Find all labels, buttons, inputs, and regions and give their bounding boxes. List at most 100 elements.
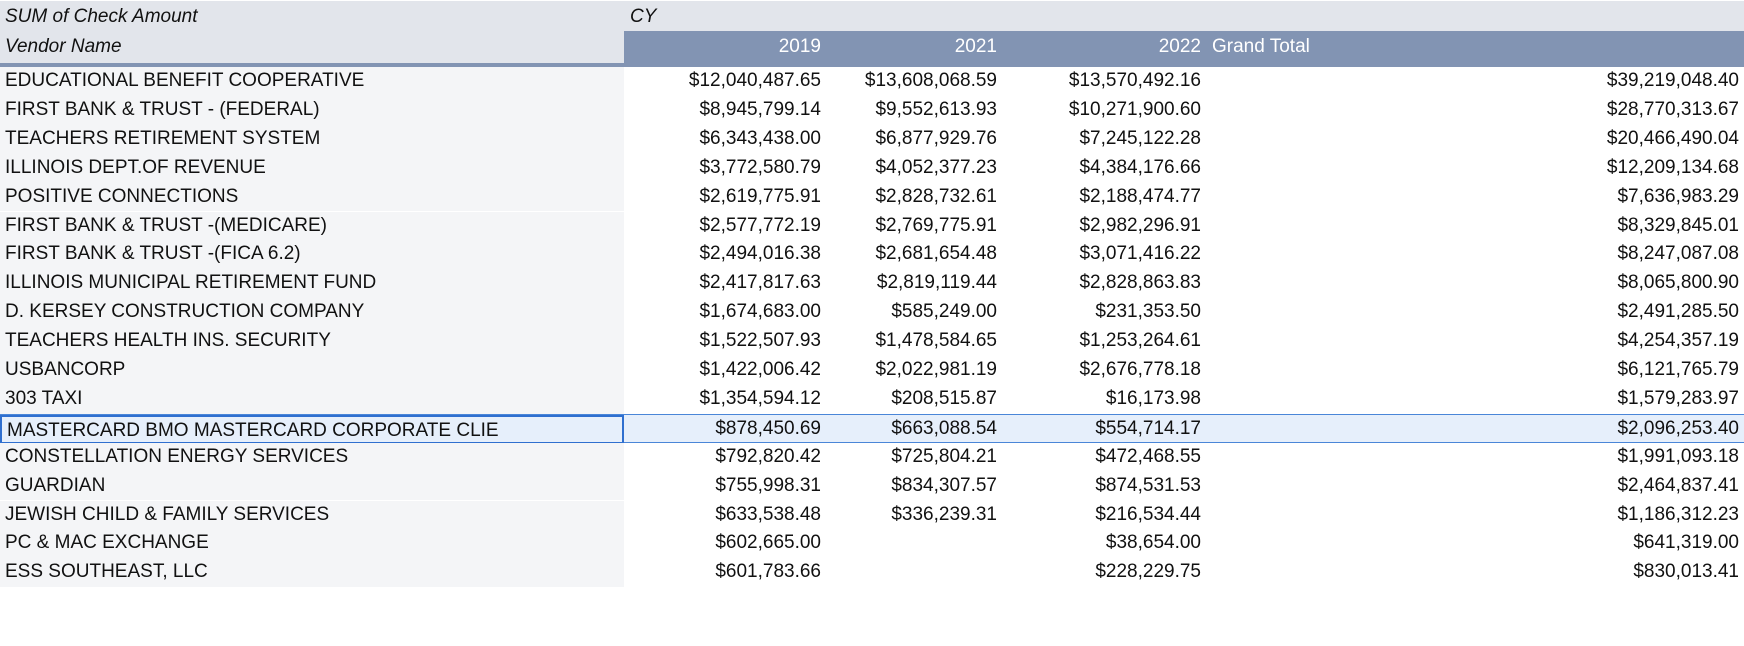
grand-total-cell[interactable]: $2,464,837.41 (1617, 474, 1739, 496)
value-cell-2019[interactable]: $8,945,799.14 (699, 98, 821, 120)
grand-total-cell[interactable]: $8,247,087.08 (1617, 243, 1739, 265)
value-cell-2021[interactable]: $6,877,929.76 (875, 127, 997, 149)
value-cell-2022[interactable]: $2,828,863.83 (1079, 272, 1201, 294)
value-cell-2022[interactable]: $216,534.44 (1095, 503, 1201, 525)
grand-total-cell[interactable]: $2,096,253.40 (1617, 417, 1739, 439)
value-cell-2019[interactable]: $2,494,016.38 (699, 243, 821, 265)
vendor-name-cell[interactable]: FIRST BANK & TRUST - (FEDERAL) (0, 95, 624, 125)
grand-total-cell[interactable]: $39,219,048.40 (1606, 70, 1739, 91)
value-cell-2019[interactable]: $1,522,507.93 (699, 330, 821, 352)
vendor-name-cell[interactable]: USBANCORP (0, 356, 624, 385)
value-cell-2022[interactable]: $2,982,296.91 (1079, 214, 1201, 236)
vendor-name-cell[interactable]: D. KERSEY CONSTRUCTION COMPANY (0, 298, 624, 328)
grand-total-cell[interactable]: $20,466,490.04 (1606, 127, 1739, 149)
value-cell-2022[interactable]: $1,253,264.61 (1079, 330, 1201, 352)
table-row[interactable]: MASTERCARD BMO MASTERCARD CORPORATE CLIE… (0, 413, 1744, 444)
table-row[interactable]: JEWISH CHILD & FAMILY SERVICES $633,538.4… (0, 500, 1744, 530)
vendor-name-cell[interactable]: JEWISH CHILD & FAMILY SERVICES (0, 500, 624, 530)
value-cell-2022[interactable]: $7,245,122.28 (1079, 127, 1201, 149)
vendor-name-cell[interactable]: PC & MAC EXCHANGE (0, 529, 624, 559)
vendor-name-cell[interactable]: FIRST BANK & TRUST -(FICA 6.2) (0, 240, 624, 270)
grand-total-cell[interactable]: $6,121,765.79 (1617, 359, 1739, 380)
value-cell-2022[interactable]: $13,570,492.16 (1068, 70, 1201, 91)
table-row[interactable]: EDUCATIONAL BENEFIT COOPERATIVE $12,040,4… (0, 67, 1744, 96)
table-row[interactable]: ILLINOIS MUNICIPAL RETIREMENT FUND $2,417… (0, 269, 1744, 299)
vendor-name-cell[interactable]: CONSTELLATION ENERGY SERVICES (0, 442, 624, 472)
grand-total-cell[interactable]: $8,065,800.90 (1617, 272, 1739, 294)
value-cell-2022[interactable]: $231,353.50 (1095, 301, 1201, 323)
value-cell-2022[interactable]: $3,071,416.22 (1079, 243, 1201, 265)
value-cell-2019[interactable]: $1,674,683.00 (699, 301, 821, 323)
table-row[interactable]: USBANCORP $1,422,006.42 $2,022,981.19 $2,67… (0, 356, 1744, 385)
value-cell-2019[interactable]: $2,577,772.19 (699, 214, 821, 236)
value-cell-2021[interactable]: $585,249.00 (891, 301, 997, 323)
value-cell-2021[interactable]: $663,088.54 (891, 417, 997, 439)
value-cell-2021[interactable]: $725,804.21 (891, 445, 997, 467)
column-header-2019[interactable]: 2019 (778, 36, 821, 57)
value-cell-2019[interactable]: $2,619,775.91 (699, 185, 821, 207)
values-field-label[interactable]: SUM of Check Amount (0, 1, 624, 31)
table-row[interactable]: 303 TAXI $1,354,594.12 $208,515.87 $16,173.… (0, 384, 1744, 414)
column-header-2022[interactable]: 2022 (1158, 36, 1201, 57)
vendor-name-cell[interactable]: FIRST BANK & TRUST -(MEDICARE) (0, 211, 624, 241)
value-cell-2019[interactable]: $601,783.66 (715, 561, 821, 583)
value-cell-2019[interactable]: $633,538.48 (715, 503, 821, 525)
table-row[interactable]: FIRST BANK & TRUST -(MEDICARE) $2,577,772… (0, 211, 1744, 241)
table-row[interactable]: FIRST BANK & TRUST - (FEDERAL) $8,945,799… (0, 95, 1744, 125)
value-cell-2022[interactable]: $874,531.53 (1095, 474, 1201, 496)
value-cell-2021[interactable]: $2,681,654.48 (875, 243, 997, 265)
vendor-name-cell[interactable]: ILLINOIS DEPT.OF REVENUE (0, 153, 624, 183)
grand-total-cell[interactable]: $8,329,845.01 (1617, 214, 1739, 236)
column-header-2021[interactable]: 2021 (954, 36, 997, 57)
value-cell-2021[interactable]: $1,478,584.65 (875, 330, 997, 352)
grand-total-cell[interactable]: $1,579,283.97 (1617, 387, 1739, 409)
value-cell-2021[interactable]: $2,022,981.19 (875, 359, 997, 380)
grand-total-cell[interactable]: $4,254,357.19 (1617, 330, 1739, 352)
row-field-label[interactable]: Vendor Name (0, 31, 624, 63)
grand-total-cell[interactable]: $28,770,313.67 (1606, 98, 1739, 120)
value-cell-2021[interactable]: $208,515.87 (891, 387, 997, 409)
grand-total-cell[interactable]: $830,013.41 (1633, 561, 1739, 583)
table-row[interactable]: PC & MAC EXCHANGE $602,665.00 $38,654.00 $6… (0, 529, 1744, 559)
value-cell-2022[interactable]: $2,188,474.77 (1079, 185, 1201, 207)
value-cell-2022[interactable]: $10,271,900.60 (1068, 98, 1201, 120)
vendor-name-cell[interactable]: ILLINOIS MUNICIPAL RETIREMENT FUND (0, 269, 624, 299)
table-row[interactable]: ILLINOIS DEPT.OF REVENUE $3,772,580.79 $4,… (0, 153, 1744, 183)
grand-total-cell[interactable]: $641,319.00 (1633, 532, 1739, 554)
value-cell-2022[interactable]: $554,714.17 (1095, 417, 1201, 439)
value-cell-2021[interactable]: $2,769,775.91 (875, 214, 997, 236)
vendor-name-cell[interactable]: POSITIVE CONNECTIONS (0, 182, 624, 212)
vendor-name-cell[interactable]: 303 TAXI (0, 384, 624, 414)
value-cell-2021[interactable]: $834,307.57 (891, 474, 997, 496)
grand-total-cell[interactable]: $1,991,093.18 (1617, 445, 1739, 467)
column-header-grand-total[interactable]: Grand Total (1212, 36, 1310, 57)
value-cell-2019[interactable]: $3,772,580.79 (699, 156, 821, 178)
grand-total-cell[interactable]: $7,636,983.29 (1617, 185, 1739, 207)
value-cell-2019[interactable]: $1,422,006.42 (699, 359, 821, 380)
value-cell-2021[interactable]: $2,828,732.61 (875, 185, 997, 207)
table-row[interactable]: ESS SOUTHEAST, LLC $601,783.66 $228,229.75… (0, 558, 1744, 588)
table-row[interactable]: TEACHERS RETIREMENT SYSTEM $6,343,438.00 $… (0, 124, 1744, 154)
value-cell-2019[interactable]: $755,998.31 (715, 474, 821, 496)
table-row[interactable]: GUARDIAN $755,998.31 $834,307.57 $874,531.5… (0, 471, 1744, 501)
value-cell-2021[interactable]: $9,552,613.93 (875, 98, 997, 120)
vendor-name-cell[interactable]: MASTERCARD BMO MASTERCARD CORPORATE CLIE (0, 414, 624, 444)
vendor-name-cell[interactable]: EDUCATIONAL BENEFIT COOPERATIVE (0, 67, 624, 96)
value-cell-2021[interactable] (826, 558, 1002, 587)
value-cell-2021[interactable]: $2,819,119.44 (876, 272, 997, 294)
value-cell-2019[interactable]: $2,417,817.63 (699, 272, 821, 294)
column-field-label[interactable]: CY (624, 1, 1744, 31)
vendor-name-cell[interactable]: GUARDIAN (0, 471, 624, 501)
table-row[interactable]: POSITIVE CONNECTIONS $2,619,775.91 $2,828,… (0, 182, 1744, 212)
grand-total-cell[interactable]: $12,209,134.68 (1606, 156, 1739, 178)
value-cell-2022[interactable]: $4,384,176.66 (1079, 156, 1201, 178)
table-row[interactable]: D. KERSEY CONSTRUCTION COMPANY $1,674,683… (0, 298, 1744, 328)
value-cell-2021[interactable]: $336,239.31 (891, 503, 997, 525)
value-cell-2022[interactable]: $16,173.98 (1105, 387, 1201, 409)
grand-total-cell[interactable]: $2,491,285.50 (1617, 301, 1739, 323)
value-cell-2022[interactable]: $228,229.75 (1095, 561, 1201, 583)
value-cell-2021[interactable] (826, 529, 1002, 558)
vendor-name-cell[interactable]: ESS SOUTHEAST, LLC (0, 558, 624, 588)
table-row[interactable]: CONSTELLATION ENERGY SERVICES $792,820.42… (0, 442, 1744, 472)
table-row[interactable]: TEACHERS HEALTH INS. SECURITY $1,522,507.… (0, 327, 1744, 356)
